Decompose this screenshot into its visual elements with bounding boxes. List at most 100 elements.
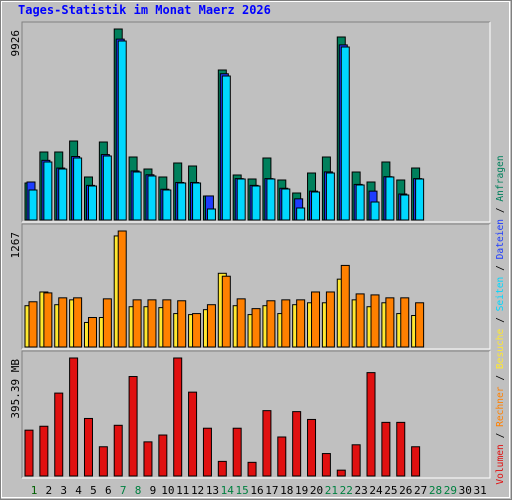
bar — [132, 171, 142, 221]
x-tick-label: 19 — [295, 484, 308, 497]
bar — [400, 194, 410, 221]
bar — [43, 161, 53, 221]
bar — [321, 453, 331, 477]
bar — [311, 291, 321, 348]
bar — [251, 308, 261, 348]
bar — [58, 297, 68, 348]
x-tick-label: 16 — [250, 484, 263, 497]
bar — [381, 421, 391, 477]
bar — [296, 299, 306, 348]
bar — [292, 411, 302, 477]
bar — [54, 392, 64, 477]
bar — [188, 391, 198, 477]
bar — [102, 155, 112, 221]
x-tick-label: 22 — [340, 484, 353, 497]
bar — [266, 178, 276, 221]
bar — [325, 172, 335, 221]
x-tick-label: 30 — [459, 484, 472, 497]
legend-separator: / — [495, 202, 506, 219]
bar — [340, 46, 350, 221]
x-tick-label: 9 — [150, 484, 157, 497]
bar — [177, 182, 187, 221]
y-tick-label: 395.39 MB — [9, 359, 22, 419]
x-tick-label: 5 — [90, 484, 97, 497]
x-tick-label: 10 — [161, 484, 174, 497]
legend-entry: Dateien — [495, 219, 506, 259]
bar — [24, 429, 34, 477]
bar — [143, 441, 153, 477]
bar — [340, 264, 350, 348]
x-tick-label: 26 — [399, 484, 412, 497]
bar — [325, 291, 335, 348]
bar — [217, 460, 227, 477]
x-tick-label: 15 — [236, 484, 249, 497]
bar — [221, 275, 231, 348]
bar — [102, 298, 112, 348]
legend-separator: / — [495, 259, 506, 276]
bar — [73, 297, 83, 348]
panel-border-dark — [21, 21, 490, 222]
bar — [266, 300, 276, 348]
bar — [251, 185, 261, 221]
x-tick-label: 23 — [355, 484, 368, 497]
x-tick-label: 20 — [310, 484, 323, 497]
legend-entry: Rechner — [495, 386, 506, 427]
x-tick-label: 17 — [265, 484, 278, 497]
legend-entry: Volumen — [495, 444, 506, 484]
bar — [58, 168, 68, 221]
bar — [98, 446, 108, 477]
x-tick-label: 21 — [325, 484, 338, 497]
bar — [28, 301, 38, 348]
bar — [117, 40, 127, 221]
bar — [192, 182, 202, 221]
bar — [177, 300, 187, 348]
bar — [370, 294, 380, 348]
x-tick-label: 25 — [384, 484, 397, 497]
panel-border-dark — [21, 223, 490, 349]
bar — [277, 436, 287, 477]
bar — [400, 297, 410, 348]
bar — [39, 425, 49, 477]
bar — [87, 317, 97, 348]
bar — [206, 304, 216, 348]
legend-separator: / — [495, 369, 506, 386]
bar — [262, 410, 272, 477]
x-tick-label: 7 — [120, 484, 127, 497]
bar — [28, 189, 38, 221]
bar — [206, 208, 216, 221]
x-tick-label: 24 — [369, 484, 383, 497]
x-tick-label: 8 — [135, 484, 142, 497]
bar — [385, 297, 395, 348]
bar — [236, 178, 246, 221]
chart-title: Tages-Statistik im Monat Maerz 2026 — [18, 3, 271, 17]
bar — [415, 178, 425, 221]
bar — [247, 461, 257, 477]
legend-entry: Besuche — [495, 328, 506, 369]
legend-separator: / — [495, 427, 506, 444]
x-tick-label: 4 — [75, 484, 82, 497]
bar — [83, 417, 93, 477]
legend: Volumen / Rechner / Besuche / Seiten / D… — [495, 155, 506, 484]
bar — [69, 357, 79, 477]
y-tick-label: 1267 — [9, 232, 22, 259]
bar — [296, 207, 306, 221]
x-tick-label: 3 — [60, 484, 67, 497]
legend-entry: Seiten — [495, 277, 506, 312]
x-tick-label: 29 — [444, 484, 457, 497]
x-tick-label: 12 — [191, 484, 204, 497]
bar — [281, 299, 291, 348]
bar — [113, 424, 123, 477]
bar — [366, 372, 376, 477]
bar — [411, 446, 421, 477]
bar — [128, 376, 138, 477]
bar — [87, 185, 97, 221]
bar — [336, 469, 346, 477]
bar — [311, 191, 321, 221]
x-tick-label: 27 — [414, 484, 427, 497]
x-tick-label: 28 — [429, 484, 442, 497]
y-tick-label: 9926 — [9, 30, 22, 57]
bar — [73, 157, 83, 221]
bar — [351, 444, 361, 477]
